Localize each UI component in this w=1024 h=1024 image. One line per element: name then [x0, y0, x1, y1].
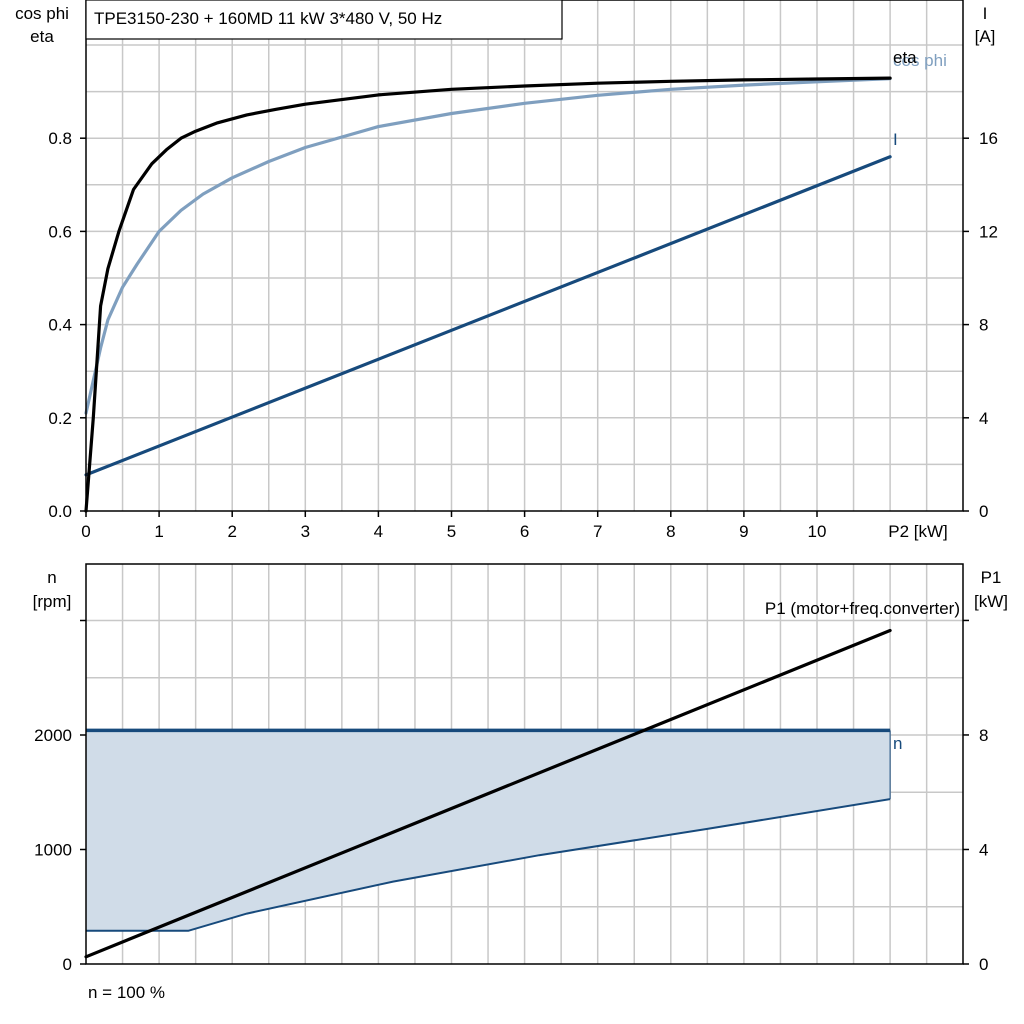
- bottom-left-ylabel-line2: [rpm]: [33, 592, 72, 611]
- bottom-chart: 0 1000 2000 0 4 8 n [rpm] P1 [kW] P1 (motor+f…: [33, 563, 1008, 1002]
- bottom-left-ytick-label: 0: [63, 955, 72, 974]
- top-xtick-label: 1: [154, 522, 163, 541]
- top-right-ytick-label: 8: [979, 316, 988, 335]
- bottom-ticks: 0 1000 2000 0 4 8: [34, 619, 988, 974]
- bottom-right-ytick-label: 8: [979, 726, 988, 745]
- top-right-ytick-label: 4: [979, 409, 988, 428]
- title-box: [85, 0, 563, 40]
- speed-range-area: [86, 730, 891, 931]
- top-xtick-label: 9: [739, 522, 748, 541]
- top-left-ytick-label: 0.2: [48, 409, 72, 428]
- top-series: [84, 76, 892, 513]
- bottom-left-ytick-label: 2000: [34, 726, 72, 745]
- p1-power-curve: [84, 628, 892, 959]
- top-right-ylabel-line2: [A]: [975, 27, 996, 46]
- top-xtick-label: 6: [520, 522, 529, 541]
- top-xtick-label: 4: [374, 522, 383, 541]
- series-label-current: I: [893, 130, 898, 149]
- top-left-ytick-label: 0.6: [48, 222, 72, 241]
- series-label-p1: P1 (motor+freq.converter): [765, 599, 960, 618]
- bottom-right-ylabel-line2: [kW]: [974, 592, 1008, 611]
- top-right-ytick-label: 16: [979, 129, 998, 148]
- footnote: n = 100 %: [88, 983, 165, 1002]
- top-xtick-label: 5: [447, 522, 456, 541]
- bottom-right-ytick-label: 0: [979, 955, 988, 974]
- series-label-cos-phi: cos phi: [893, 51, 947, 70]
- top-xtick-label: 3: [301, 522, 310, 541]
- cos-phi-curve: [84, 76, 892, 415]
- eta-curve: [84, 76, 892, 513]
- top-xtick-label: 8: [666, 522, 675, 541]
- top-left-ylabel-line1: cos phi: [15, 4, 69, 23]
- top-xtick-label: 0: [81, 522, 90, 541]
- top-xlabel: P2 [kW]: [888, 522, 948, 541]
- bottom-series: [84, 628, 892, 959]
- top-left-ytick-label: 0.8: [48, 129, 72, 148]
- top-right-ytick-label: 12: [979, 222, 998, 241]
- bottom-left-ylabel-line1: n: [47, 568, 56, 587]
- chart-title: TPE3150-230 + 160MD 11 kW 3*480 V, 50 Hz: [94, 9, 442, 28]
- bottom-plot-frame: [85, 563, 964, 965]
- bottom-left-ytick-label: 1000: [34, 841, 72, 860]
- top-xtick-label: 7: [593, 522, 602, 541]
- top-right-ytick-label: 0: [979, 502, 988, 521]
- speed-min-curve: [86, 798, 891, 932]
- top-left-ytick-label: 0.0: [48, 502, 72, 521]
- top-xtick-label: 10: [808, 522, 827, 541]
- bottom-right-ytick-label: 4: [979, 840, 988, 859]
- current-curve: [84, 155, 892, 477]
- bottom-right-ylabel-line1: P1: [981, 568, 1002, 587]
- top-left-ylabel-line2: eta: [30, 27, 54, 46]
- series-label-speed: n: [893, 734, 902, 753]
- series-label-eta: eta: [893, 48, 917, 67]
- top-right-ylabel-line1: I: [983, 4, 988, 23]
- top-xtick-label: 2: [227, 522, 236, 541]
- top-left-ytick-label: 0.4: [48, 316, 72, 335]
- top-grid: [86, 0, 963, 511]
